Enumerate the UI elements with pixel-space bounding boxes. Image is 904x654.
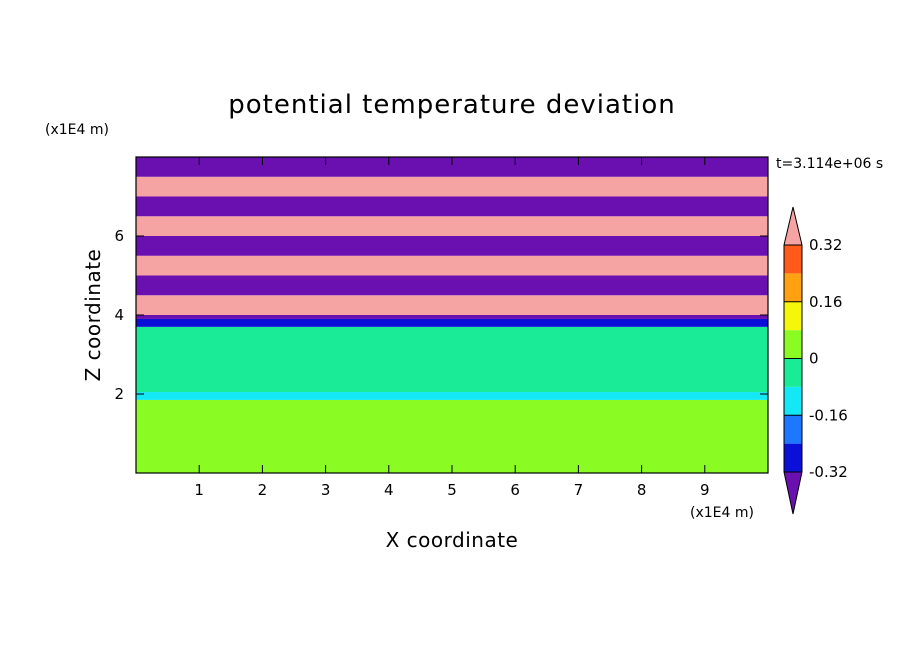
field-band [136,399,768,473]
colorbar-swatch [784,245,802,274]
field-band [136,326,768,393]
y-unit-label: (x1E4 m) [45,122,109,138]
x-tick-label: 4 [384,481,394,499]
y-axis: 2 4 6 [114,227,768,403]
field-band [136,275,768,296]
colorbar-extend-min [784,472,802,514]
field-band [136,255,768,276]
y-tick-label: 6 [114,227,124,245]
x-tick-label: 9 [700,481,710,499]
x-tick-label: 8 [637,481,647,499]
field-band [136,315,768,319]
y-tick-label: 2 [114,385,124,403]
y-axis-label: Z coordinate [81,249,105,382]
colorbar-extend-max [784,207,802,245]
x-tick-label: 5 [447,481,457,499]
x-tick-label: 7 [574,481,584,499]
colorbar-tick-label: 0 [809,350,819,368]
field-band [136,196,768,217]
x-tick-label: 3 [321,481,331,499]
x-tick-label: 2 [258,481,268,499]
time-label: t=3.114e+06 s [776,156,883,172]
field-band [136,157,768,177]
colorbar-swatch [784,415,802,444]
y-tick-label: 4 [114,306,124,324]
colorbar-tick-label: -0.32 [809,463,848,481]
colorbar-swatch [784,358,802,387]
colorbar-swatch [784,330,802,359]
plot-area [135,156,769,474]
colorbar: 0.32 0.16 0 -0.16 -0.32 [783,206,848,515]
chart-title: potential temperature deviation [228,90,675,120]
field-band [136,236,768,256]
field-band [136,176,768,197]
x-tick-label: 1 [194,481,204,499]
x-axis: 1 2 3 4 5 6 7 8 9 [194,157,710,499]
colorbar-tick-label: -0.16 [809,406,848,424]
field-band [136,216,768,236]
x-tick-label: 6 [510,481,520,499]
field-band [136,392,768,400]
colorbar-tick-label: 0.16 [809,293,842,311]
x-axis-label: X coordinate [386,528,519,552]
colorbar-swatch [784,273,802,302]
colorbar-tick-label: 0.32 [809,236,842,254]
colorbar-swatch [784,443,802,472]
x-unit-label: (x1E4 m) [690,505,754,521]
field-band [136,318,768,327]
field-band [136,295,768,315]
colorbar-swatch [784,301,802,331]
colorbar-swatch [784,386,802,416]
